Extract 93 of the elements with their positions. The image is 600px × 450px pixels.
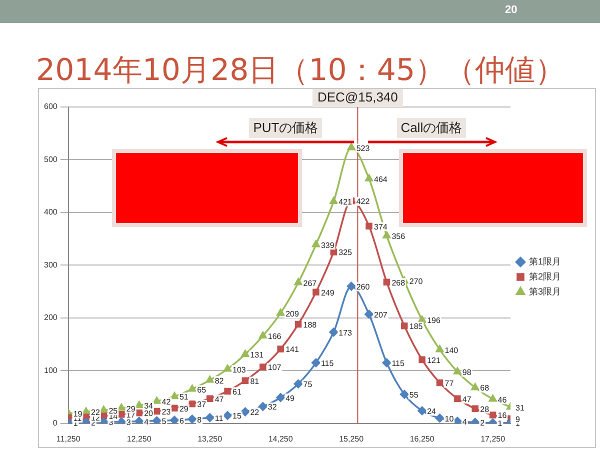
- data-label: 421: [338, 198, 353, 207]
- data-label: 121: [427, 356, 441, 365]
- data-label: 374: [374, 222, 388, 232]
- legend-label: 第3限月: [528, 286, 562, 296]
- ref-line-label: DEC@15,340: [317, 90, 398, 105]
- legend-label: 第2限月: [528, 271, 562, 282]
- data-label: 339: [320, 240, 335, 250]
- data-label: 10: [444, 414, 454, 424]
- x-tick-label: 14,250: [268, 434, 294, 444]
- y-tick-label: 600: [44, 102, 58, 112]
- data-label: 4: [144, 417, 150, 426]
- data-label: 2: [480, 418, 486, 428]
- data-label: 270: [409, 277, 424, 286]
- data-label: 22: [91, 408, 100, 417]
- data-label: 209: [286, 309, 300, 318]
- data-label: 267: [303, 278, 318, 288]
- data-label: 25: [108, 406, 118, 416]
- data-label: 249: [320, 288, 335, 298]
- data-label: 8: [197, 415, 202, 424]
- data-label: 6: [179, 416, 184, 426]
- y-tick-label: 200: [44, 313, 58, 322]
- data-label: 29: [126, 404, 136, 414]
- y-tick-label: 400: [44, 208, 58, 217]
- data-label: 131: [250, 350, 264, 360]
- data-label: 464: [374, 174, 388, 184]
- data-label: 115: [392, 358, 405, 368]
- annotation: PUTの価格: [249, 118, 322, 138]
- data-label: 17: [126, 410, 136, 420]
- data-label: 3: [126, 418, 132, 428]
- data-label: 46: [498, 395, 508, 404]
- data-label: 23: [162, 407, 172, 416]
- data-label: 103: [232, 365, 246, 374]
- data-label: 1: [498, 419, 503, 428]
- data-label: 77: [444, 379, 454, 388]
- chart-title: 2014年10月28日（10：45）（仲値）: [36, 52, 566, 90]
- data-label: 28: [480, 404, 490, 414]
- data-label: 42: [162, 397, 172, 406]
- data-label: 196: [427, 316, 441, 326]
- y-tick-label: 500: [44, 154, 58, 164]
- data-label: 65: [197, 385, 207, 394]
- data-label: 49: [286, 394, 296, 403]
- data-label: 523: [356, 144, 370, 153]
- x-tick-label: 11,250: [56, 434, 81, 444]
- data-label: 20: [144, 409, 154, 418]
- data-label: 173: [338, 328, 353, 338]
- data-label: 166: [268, 332, 282, 342]
- data-label: 51: [179, 392, 189, 402]
- data-label: 34: [144, 402, 154, 411]
- x-tick-label: 12,250: [126, 434, 152, 444]
- data-label: 47: [214, 394, 224, 404]
- x-tick-label: 16,250: [410, 434, 435, 444]
- legend-label: 第1限月: [528, 256, 562, 266]
- data-label: 24: [427, 406, 437, 416]
- data-label: 3: [108, 418, 114, 428]
- data-label: 15: [232, 412, 242, 421]
- x-tick-label: 13,250: [198, 434, 223, 444]
- data-label: 11: [214, 414, 224, 423]
- y-tick-label: 100: [44, 366, 58, 375]
- data-label: 75: [303, 380, 313, 390]
- data-label: 61: [232, 387, 242, 396]
- data-label: 5: [162, 416, 167, 426]
- data-label: 141: [286, 345, 300, 354]
- data-label: 185: [409, 322, 424, 332]
- x-tick-label: 17,250: [480, 434, 506, 444]
- text: 20: [505, 4, 518, 16]
- x-tick-label: 15,250: [339, 434, 364, 444]
- annotation: Callの価格: [396, 118, 466, 138]
- data-label: 37: [197, 400, 207, 410]
- y-tick-label: 0: [52, 418, 58, 428]
- data-label: 31: [515, 403, 525, 412]
- data-label: 98: [462, 368, 472, 377]
- data-label: 260: [356, 282, 370, 292]
- data-label: 55: [409, 390, 419, 400]
- data-label: 47: [462, 394, 472, 404]
- data-label: 207: [374, 310, 388, 320]
- data-label: 22: [250, 408, 260, 417]
- data-label: 140: [444, 346, 459, 355]
- data-label: 29: [179, 404, 189, 414]
- data-label: 268: [392, 278, 406, 288]
- data-label: 81: [250, 376, 260, 386]
- data-label: 82: [214, 376, 224, 386]
- data-label: 107: [268, 363, 282, 372]
- data-label: 325: [338, 248, 353, 258]
- data-label: 14: [108, 412, 118, 422]
- data-label: 4: [462, 417, 468, 426]
- data-label: 16: [498, 411, 508, 420]
- data-label: 32: [268, 402, 278, 412]
- data-label: 356: [392, 232, 406, 241]
- data-label: 115: [320, 358, 334, 368]
- data-label: 422: [356, 197, 370, 206]
- data-label: 68: [480, 384, 490, 393]
- data-label: 188: [303, 320, 318, 330]
- y-tick-label: 300: [44, 260, 58, 270]
